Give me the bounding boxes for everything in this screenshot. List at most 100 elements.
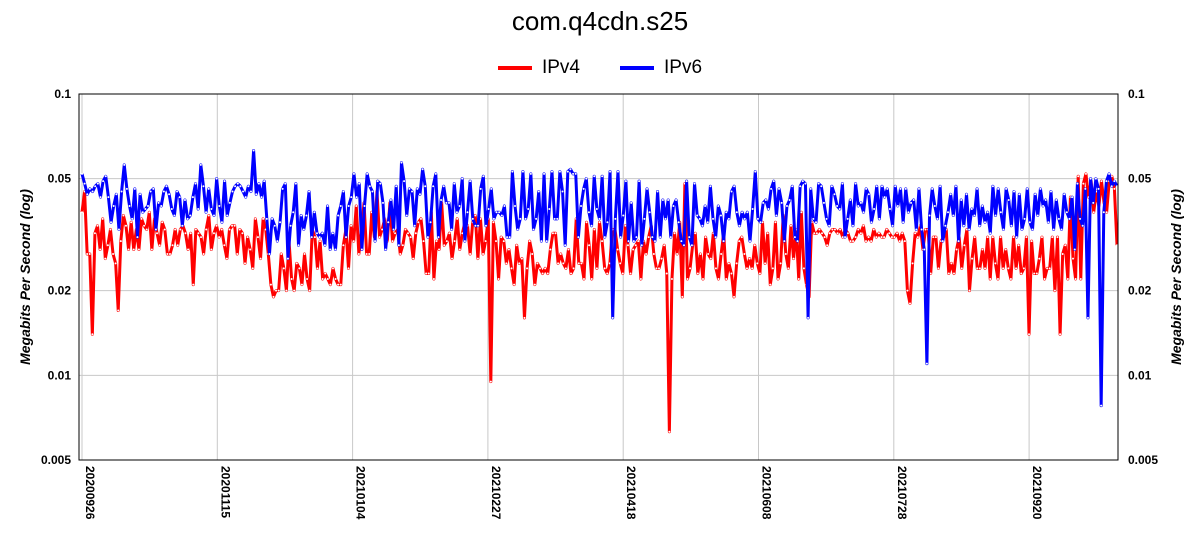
data-point xyxy=(693,182,696,185)
data-point xyxy=(551,232,554,235)
data-point xyxy=(787,267,790,270)
data-point xyxy=(870,221,873,224)
legend-item-ipv6: IPv6 xyxy=(620,57,702,79)
data-point xyxy=(213,214,216,217)
data-point xyxy=(531,252,534,255)
data-point xyxy=(867,236,870,239)
data-point xyxy=(809,187,812,190)
data-point xyxy=(122,214,125,217)
data-point xyxy=(242,190,245,193)
data-point xyxy=(417,221,420,224)
data-point xyxy=(422,240,425,243)
data-point xyxy=(141,211,144,214)
data-point xyxy=(652,252,655,255)
data-point xyxy=(112,252,115,255)
data-point xyxy=(663,244,666,247)
data-point xyxy=(540,240,543,243)
y-tick-label-left: 0.02 xyxy=(48,284,72,298)
data-point xyxy=(577,262,580,265)
data-point xyxy=(234,185,237,188)
data-point xyxy=(784,252,787,255)
data-point xyxy=(831,228,834,231)
data-point xyxy=(448,232,451,235)
legend: IPv4 IPv6 xyxy=(0,57,1200,79)
x-tick-label: 20210104 xyxy=(354,466,368,520)
data-point xyxy=(894,185,897,188)
data-point xyxy=(334,277,337,280)
data-point xyxy=(909,302,911,305)
data-point xyxy=(947,272,950,275)
data-point xyxy=(1002,267,1005,270)
y-tick-label-right: 0.005 xyxy=(1128,453,1158,467)
data-point xyxy=(365,252,368,255)
data-point xyxy=(883,236,886,239)
data-point xyxy=(368,185,371,188)
data-point xyxy=(295,262,298,265)
data-point xyxy=(1018,193,1021,196)
data-point xyxy=(1092,211,1095,214)
data-point xyxy=(572,267,575,270)
data-point xyxy=(545,240,548,243)
y-axis-title-right: Megabits Per Second (log) xyxy=(1168,189,1184,365)
data-point xyxy=(168,193,171,196)
data-point xyxy=(907,211,910,214)
data-point xyxy=(207,214,210,217)
data-point xyxy=(1005,187,1008,190)
data-point xyxy=(279,221,282,224)
data-point xyxy=(1030,240,1033,243)
data-point xyxy=(898,240,901,243)
data-point xyxy=(778,187,781,190)
data-point xyxy=(996,277,999,280)
data-point xyxy=(836,204,839,207)
data-point xyxy=(791,185,794,188)
data-point xyxy=(536,262,539,265)
data-point xyxy=(120,190,123,193)
data-point xyxy=(186,217,189,220)
data-point xyxy=(528,240,531,243)
data-point xyxy=(513,283,516,286)
data-point xyxy=(635,236,638,239)
data-point xyxy=(807,316,810,319)
data-point xyxy=(622,214,625,217)
data-point xyxy=(624,180,627,183)
data-point xyxy=(719,214,722,217)
data-point xyxy=(888,208,891,211)
data-point xyxy=(1023,217,1026,220)
data-point xyxy=(255,193,258,196)
data-point xyxy=(681,295,684,298)
grid xyxy=(79,93,1118,461)
data-point xyxy=(236,182,239,185)
data-point xyxy=(603,267,606,270)
data-point xyxy=(634,244,637,247)
data-point xyxy=(916,236,919,239)
data-point xyxy=(541,272,544,275)
data-point xyxy=(173,214,176,217)
data-point xyxy=(821,232,824,235)
data-point xyxy=(976,267,979,270)
data-point xyxy=(215,177,218,180)
data-point xyxy=(766,232,769,235)
data-point xyxy=(653,240,656,243)
data-point xyxy=(156,232,159,235)
data-point xyxy=(197,208,200,211)
data-point xyxy=(849,240,852,243)
data-point xyxy=(323,244,326,247)
data-point xyxy=(300,283,303,286)
data-point xyxy=(161,221,164,224)
legend-label-ipv6: IPv6 xyxy=(664,57,703,78)
data-point xyxy=(233,224,236,227)
data-point xyxy=(371,190,374,193)
data-point xyxy=(770,187,773,190)
data-point xyxy=(490,187,493,190)
data-point xyxy=(83,182,86,185)
data-point xyxy=(577,236,580,239)
data-point xyxy=(891,224,894,227)
data-point xyxy=(515,244,518,247)
data-point xyxy=(86,252,89,255)
data-point xyxy=(667,198,670,201)
data-point xyxy=(308,190,311,193)
data-point xyxy=(189,232,192,235)
data-point xyxy=(520,257,523,260)
data-point xyxy=(326,204,329,207)
data-point xyxy=(269,283,272,286)
